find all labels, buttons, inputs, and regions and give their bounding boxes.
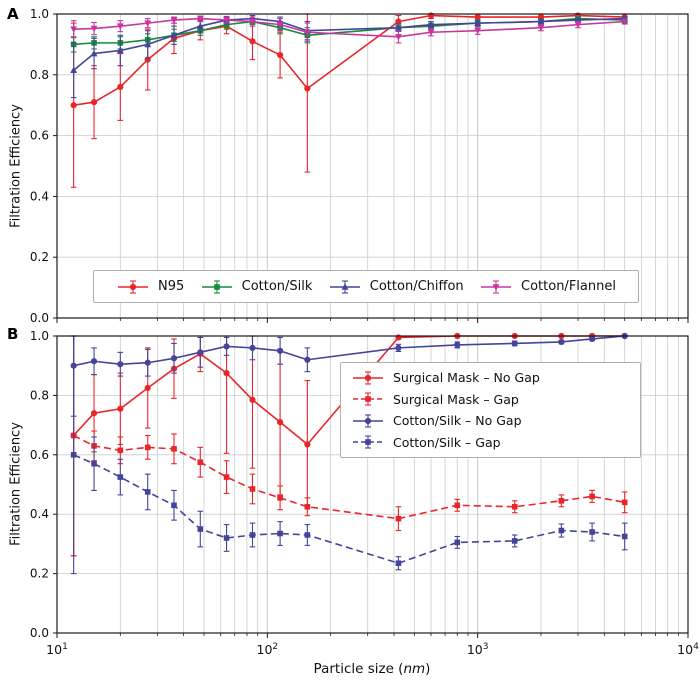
cotton-chiffon-legend-glyph [329,279,360,294]
svg-text:0.6: 0.6 [30,129,49,143]
svg-text:101: 101 [46,642,68,657]
svg-text:0.0: 0.0 [30,311,49,325]
svg-text:0.6: 0.6 [30,448,49,462]
legend-label-n95: N95 [158,279,185,294]
n95-legend-glyph [118,279,148,294]
surgical-gap-legend-glyph [353,392,383,406]
legend-label-cotton-silk: Cotton/Silk [241,279,313,294]
x-axis-label: Particle size (nm) [314,661,431,677]
cotton-silk-gap-legend-glyph [353,435,383,449]
svg-text:0.2: 0.2 [30,250,49,264]
legend-label-surgical-gap: Surgical Mask – Gap [393,391,519,407]
legend-item-cotton-flannel: Cotton/Flannel [479,279,616,295]
y-axis-label-panel-b: Filtration Efficiency [8,422,24,546]
panel-a-label: A [7,5,19,23]
svg-text:1.0: 1.0 [30,329,49,343]
panel-b-label: B [7,325,19,343]
surgical-no-gap-legend-glyph [353,371,383,385]
legend-item-cotton-silk: Cotton/Silk [200,279,313,295]
legend-item-cotton-chiffon: Cotton/Chiffon [328,279,464,295]
legend-label-cotton-chiffon: Cotton/Chiffon [369,279,464,294]
legend-item-n95: N95 [116,279,184,295]
svg-text:103: 103 [467,642,489,657]
legend-panel-b: Surgical Mask – No Gap Surgical Mask – G… [340,362,641,458]
legend-label-cotton-silk-no-gap: Cotton/Silk – No Gap [393,413,522,429]
legend-item-cotton-silk-no-gap: Cotton/Silk – No Gap [351,413,630,429]
legend-item-cotton-silk-gap: Cotton/Silk – Gap [351,434,630,450]
svg-text:1.0: 1.0 [30,7,49,21]
cotton-silk-legend-glyph [201,279,232,294]
cotton-silk-no-gap-legend-glyph [353,414,383,428]
legend-panel-a: N95 Cotton/Silk Cotton/Chiffon Cotton/Fl… [93,270,639,303]
x-axis-label-unit: nm [403,661,426,677]
svg-text:0.0: 0.0 [30,626,49,640]
legend-label-surgical-no-gap: Surgical Mask – No Gap [393,370,540,386]
svg-text:0.8: 0.8 [30,68,49,82]
svg-text:0.8: 0.8 [30,388,49,402]
svg-text:102: 102 [257,642,279,657]
x-axis-label-suffix: ) [425,661,431,677]
legend-item-surgical-gap: Surgical Mask – Gap [351,391,630,407]
x-axis-label-text: Particle size ( [313,661,404,677]
legend-label-cotton-silk-gap: Cotton/Silk – Gap [393,434,501,450]
svg-text:0.2: 0.2 [30,567,49,581]
cotton-flannel-legend-glyph [481,279,512,294]
legend-label-cotton-flannel: Cotton/Flannel [521,279,616,294]
svg-text:104: 104 [677,642,699,657]
y-axis-label-panel-a: Filtration Efficiency [8,104,24,228]
legend-item-surgical-no-gap: Surgical Mask – No Gap [351,370,630,386]
svg-text:0.4: 0.4 [30,189,49,203]
svg-text:0.4: 0.4 [30,507,49,521]
